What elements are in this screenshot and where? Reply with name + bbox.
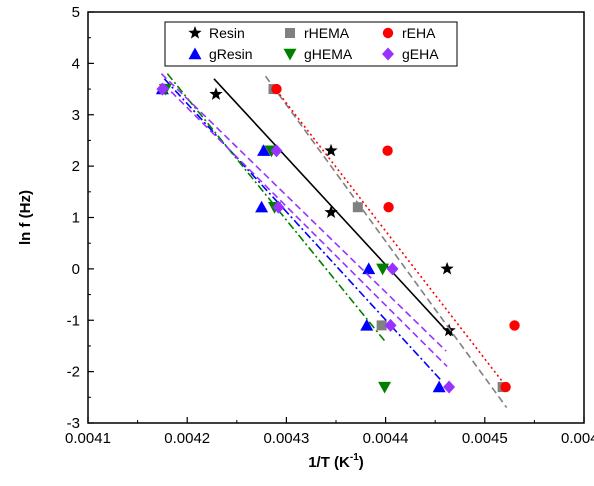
legend-marker-reha (383, 28, 393, 38)
y-tick-label: -2 (67, 364, 80, 381)
legend-label-geha: gEHA (402, 46, 439, 62)
fit-line-rhema (266, 76, 507, 407)
data-point-resin (440, 262, 453, 275)
series-resin (209, 79, 455, 336)
data-point-reha (383, 202, 393, 212)
data-point-rhema (353, 202, 363, 212)
x-axis-label-main: 1/T (K (308, 454, 350, 471)
y-tick-label: -1 (67, 312, 80, 329)
y-tick-label: 5 (72, 4, 80, 21)
data-point-gresin (255, 201, 268, 213)
x-tick-label: 0.0044 (363, 430, 409, 447)
legend: Resin rHEMA rEHA gResin gHEMA gEHA (165, 22, 457, 66)
legend-marker-rhema (285, 28, 295, 38)
series-reha (271, 84, 519, 392)
series-rhema (262, 76, 508, 407)
fit-line-gresin (164, 79, 440, 380)
legend-label-reha: rEHA (402, 25, 436, 41)
legend-label-resin: Resin (209, 25, 245, 41)
fit-line-geha (161, 74, 446, 351)
legend-label-gresin: gResin (209, 46, 253, 62)
data-point-resin (324, 205, 337, 218)
legend-label-rhema: rHEMA (304, 25, 350, 41)
data-point-resin (209, 87, 222, 100)
fit-line-resin (214, 79, 451, 336)
x-tick-label: 0.0043 (263, 430, 309, 447)
x-tick-label: 0.0046 (561, 430, 594, 447)
legend-label-ghema: gHEMA (304, 46, 353, 62)
data-point-ghema (378, 382, 391, 394)
data-point-reha (500, 382, 510, 392)
data-point-reha (271, 84, 281, 94)
y-axis-label: ln f (Hz) (17, 190, 34, 245)
y-tick-label: 3 (72, 107, 80, 124)
y-tick-label: 2 (72, 158, 80, 175)
y-tick-label: 1 (72, 210, 80, 227)
data-point-reha (382, 146, 392, 156)
x-axis-label-end: ) (359, 454, 364, 471)
y-tick-label: -3 (67, 415, 80, 432)
y-tick-label: 0 (72, 261, 80, 278)
x-tick-label: 0.0041 (65, 430, 111, 447)
axis-ticks: 0.0041 0.0042 0.0043 0.0044 0.0045 0.0046 -3 -2… (65, 4, 594, 447)
data-point-reha (509, 320, 519, 330)
data-point-gresin (362, 262, 375, 274)
x-axis-label: 1/T (K-1) (308, 452, 364, 471)
plot-marks (156, 74, 520, 408)
x-tick-label: 0.0045 (462, 430, 508, 447)
x-tick-label: 0.0042 (164, 430, 210, 447)
y-tick-label: 4 (72, 55, 80, 72)
